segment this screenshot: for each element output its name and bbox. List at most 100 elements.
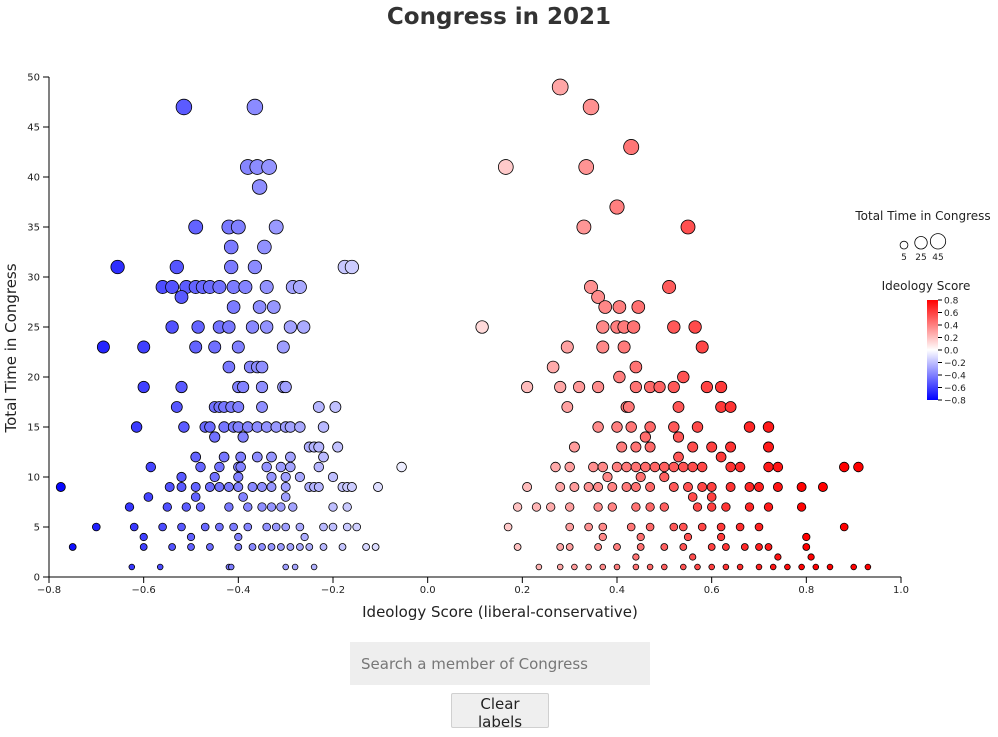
member-point[interactable] [576, 219, 592, 235]
member-point[interactable] [344, 259, 360, 275]
member-point[interactable] [611, 421, 623, 433]
member-point[interactable] [255, 360, 269, 374]
member-point[interactable] [607, 502, 617, 512]
member-point[interactable] [772, 482, 783, 492]
member-point[interactable] [622, 401, 635, 413]
member-point[interactable] [556, 563, 564, 571]
member-point[interactable] [513, 543, 522, 551]
member-point[interactable] [649, 461, 661, 473]
member-point[interactable] [396, 461, 407, 473]
member-point[interactable] [632, 553, 640, 561]
member-point[interactable] [546, 502, 556, 512]
member-point[interactable] [612, 300, 627, 314]
member-point[interactable] [802, 532, 811, 542]
member-point[interactable] [744, 502, 755, 512]
member-point[interactable] [683, 482, 693, 492]
member-point[interactable] [591, 290, 605, 304]
search-input[interactable] [350, 642, 650, 685]
member-point[interactable] [242, 421, 254, 433]
member-point[interactable] [233, 482, 244, 492]
member-point[interactable] [707, 502, 717, 512]
member-point[interactable] [683, 532, 693, 542]
member-point[interactable] [636, 543, 645, 551]
member-point[interactable] [613, 370, 626, 384]
member-point[interactable] [232, 421, 244, 433]
member-point[interactable] [596, 320, 610, 334]
member-point[interactable] [584, 522, 593, 532]
member-point[interactable] [276, 340, 290, 354]
member-point[interactable] [689, 553, 697, 561]
member-point[interactable] [754, 522, 764, 532]
member-point[interactable] [621, 461, 632, 473]
member-point[interactable] [271, 522, 281, 532]
member-point[interactable] [714, 380, 728, 394]
member-point[interactable] [233, 471, 244, 483]
member-point[interactable] [569, 482, 580, 492]
member-point[interactable] [247, 482, 258, 492]
member-point[interactable] [267, 543, 276, 551]
member-point[interactable] [169, 259, 184, 275]
member-point[interactable] [716, 522, 726, 532]
member-point[interactable] [177, 522, 186, 532]
member-point[interactable] [593, 482, 604, 492]
clear-labels-button[interactable]: Clear labels [451, 693, 549, 731]
member-point[interactable] [281, 522, 291, 532]
member-point[interactable] [251, 451, 263, 463]
member-point[interactable] [598, 300, 613, 314]
member-point[interactable] [209, 431, 221, 443]
member-point[interactable] [352, 522, 362, 532]
member-point[interactable] [680, 563, 687, 571]
member-point[interactable] [214, 482, 225, 492]
member-point[interactable] [319, 543, 328, 551]
member-point[interactable] [645, 522, 655, 532]
member-point[interactable] [659, 502, 669, 512]
member-point[interactable] [176, 482, 187, 492]
member-point[interactable] [222, 320, 236, 334]
member-point[interactable] [630, 441, 642, 453]
member-point[interactable] [597, 461, 609, 473]
member-point[interactable] [636, 532, 645, 542]
member-point[interactable] [266, 482, 277, 492]
member-point[interactable] [764, 543, 773, 551]
member-point[interactable] [223, 482, 234, 492]
member-point[interactable] [475, 320, 489, 334]
member-point[interactable] [639, 431, 651, 443]
member-point[interactable] [234, 543, 243, 551]
member-point[interactable] [342, 522, 352, 532]
member-point[interactable] [245, 320, 260, 334]
member-point[interactable] [560, 340, 574, 354]
member-point[interactable] [165, 320, 179, 334]
member-point[interactable] [362, 543, 370, 551]
member-point[interactable] [691, 421, 704, 433]
member-point[interactable] [755, 563, 763, 571]
member-point[interactable] [763, 502, 774, 512]
member-point[interactable] [744, 482, 755, 492]
member-point[interactable] [722, 563, 730, 571]
member-point[interactable] [774, 553, 782, 561]
member-point[interactable] [195, 461, 206, 473]
member-point[interactable] [261, 461, 272, 473]
member-point[interactable] [277, 543, 285, 551]
member-point[interactable] [124, 502, 135, 512]
member-point[interactable] [706, 441, 718, 453]
member-point[interactable] [678, 522, 688, 532]
member-point[interactable] [176, 471, 187, 483]
member-point[interactable] [174, 290, 189, 304]
member-point[interactable] [283, 320, 298, 334]
member-point[interactable] [593, 502, 603, 512]
member-point[interactable] [129, 522, 139, 532]
member-point[interactable] [784, 563, 791, 571]
member-point[interactable] [556, 543, 565, 551]
member-point[interactable] [497, 159, 514, 175]
member-point[interactable] [318, 451, 329, 463]
member-point[interactable] [584, 280, 598, 294]
member-point[interactable] [798, 563, 805, 571]
member-point[interactable] [659, 461, 670, 473]
member-point[interactable] [204, 482, 215, 492]
member-point[interactable] [285, 451, 296, 463]
member-point[interactable] [755, 543, 763, 551]
member-point[interactable] [503, 522, 513, 532]
member-point[interactable] [769, 563, 777, 571]
member-point[interactable] [772, 461, 784, 473]
member-point[interactable] [215, 522, 224, 532]
